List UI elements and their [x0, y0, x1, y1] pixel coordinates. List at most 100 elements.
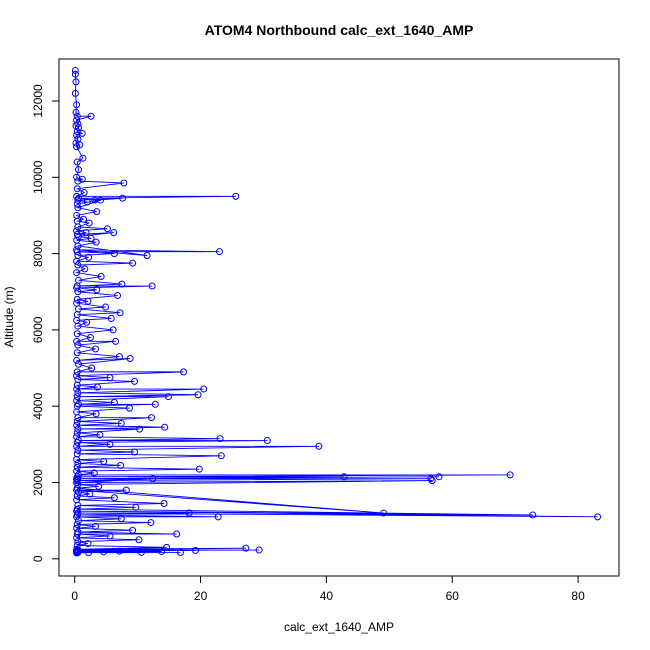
data-point [73, 438, 81, 446]
data-point [73, 158, 81, 166]
data-point [73, 456, 81, 464]
y-tick-label: 4000 [31, 393, 45, 420]
data-point [74, 288, 82, 296]
data-point [97, 196, 105, 204]
data-point [91, 522, 99, 530]
data-point [100, 548, 108, 556]
data-point [126, 355, 134, 363]
data-point [119, 194, 127, 202]
data-point [72, 78, 80, 86]
data-point [110, 250, 118, 258]
data-point [149, 475, 157, 483]
data-point [73, 192, 81, 200]
data-point [115, 547, 123, 555]
data-point [173, 530, 181, 538]
data-point [200, 385, 208, 393]
data-point [255, 546, 263, 554]
data-point [158, 548, 166, 556]
data-point [87, 234, 95, 242]
data-point [74, 341, 82, 349]
data-point [74, 425, 82, 433]
data-point [129, 259, 137, 267]
data-point [75, 517, 83, 525]
x-tick-label: 20 [194, 589, 208, 603]
data-point [75, 488, 83, 496]
data-point [78, 175, 86, 183]
data-point [74, 177, 82, 185]
x-tick-label: 60 [446, 589, 460, 603]
data-point [74, 120, 82, 128]
data-point [73, 429, 81, 437]
x-tick-label: 80 [571, 589, 585, 603]
data-point [214, 513, 222, 521]
data-point [340, 473, 348, 481]
data-point [106, 440, 114, 448]
data-point [73, 101, 81, 109]
data-point [72, 108, 80, 116]
data-point [115, 353, 123, 361]
data-point [116, 309, 124, 317]
data-point [160, 500, 168, 508]
data-point [92, 410, 100, 418]
data-point [75, 232, 83, 240]
data-point [185, 509, 193, 517]
data-point [73, 143, 81, 151]
data-point [97, 272, 105, 280]
data-point [75, 166, 83, 174]
x-axis-label: calc_ext_1640_AMP [284, 620, 394, 634]
data-point [109, 326, 117, 334]
data-point [73, 530, 81, 538]
data-point [73, 381, 81, 389]
data-point [73, 185, 81, 193]
data-point [137, 548, 145, 556]
plot-frame [58, 58, 620, 577]
data-point [110, 494, 118, 502]
data-point [90, 469, 98, 477]
data-point [84, 540, 92, 548]
data-point [74, 538, 82, 546]
y-tick-label: 8000 [31, 240, 45, 267]
data-point [83, 318, 91, 326]
data-point [110, 398, 118, 406]
data-point [73, 492, 81, 500]
data-point [117, 515, 125, 523]
data-point [74, 322, 82, 330]
data-point [74, 261, 82, 269]
data-point [96, 431, 104, 439]
data-point [73, 337, 81, 345]
data-point [73, 385, 81, 393]
data-point [93, 383, 101, 391]
data-point [435, 473, 443, 481]
x-tick-label: 0 [71, 589, 78, 603]
data-point [232, 192, 240, 200]
data-point [117, 461, 125, 469]
data-point [594, 513, 602, 521]
data-point [71, 66, 79, 74]
data-point [73, 200, 81, 208]
data-point [107, 314, 115, 322]
data-point [136, 425, 144, 433]
data-point [93, 208, 101, 216]
data-point [147, 519, 155, 527]
data-point [73, 520, 81, 528]
data-point [73, 463, 81, 471]
data-point [194, 391, 202, 399]
data-point [73, 269, 81, 277]
data-point [75, 400, 83, 408]
data-point [87, 112, 95, 120]
data-point [73, 442, 81, 450]
data-point [131, 377, 139, 385]
data-point [74, 204, 82, 212]
data-point [81, 265, 89, 273]
data-point [73, 330, 81, 338]
y-tick-label: 0 [31, 555, 45, 562]
data-point [73, 417, 81, 425]
chart-title: ATOM4 Northbound calc_ext_1640_AMP [205, 22, 474, 38]
data-point [73, 513, 81, 521]
x-axis: 0 20 40 60 80 [71, 575, 585, 603]
data-point [114, 292, 122, 300]
data-point [93, 286, 101, 294]
data-point [263, 437, 271, 445]
data-point [86, 334, 94, 342]
